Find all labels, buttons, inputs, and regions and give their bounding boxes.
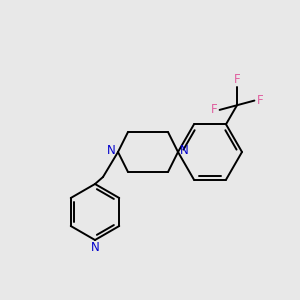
Text: F: F xyxy=(256,94,263,107)
Text: N: N xyxy=(180,145,189,158)
Text: N: N xyxy=(107,145,116,158)
Text: F: F xyxy=(234,73,240,86)
Text: N: N xyxy=(91,241,99,254)
Text: F: F xyxy=(211,103,217,116)
